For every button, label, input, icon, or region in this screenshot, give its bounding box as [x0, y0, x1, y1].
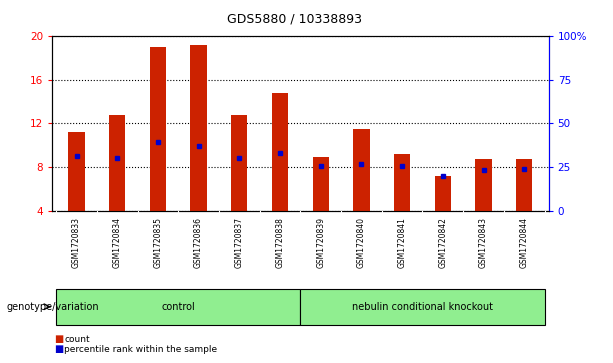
Bar	[475, 159, 492, 211]
Bar	[150, 47, 166, 211]
Text: GDS5880 / 10338893: GDS5880 / 10338893	[227, 13, 362, 26]
Text: ■: ■	[54, 344, 63, 354]
Bar	[231, 115, 248, 211]
Text: GSM1720840: GSM1720840	[357, 217, 366, 268]
Text: control: control	[161, 302, 195, 312]
Text: count: count	[64, 335, 90, 344]
Text: GSM1720841: GSM1720841	[398, 217, 406, 268]
Bar	[313, 157, 329, 211]
Text: nebulin conditional knockout: nebulin conditional knockout	[352, 302, 493, 312]
Text: GSM1720834: GSM1720834	[113, 217, 122, 268]
Bar	[516, 159, 532, 211]
Text: ■: ■	[54, 334, 63, 344]
Bar	[272, 93, 288, 211]
Bar	[300, 289, 544, 325]
Text: GSM1720833: GSM1720833	[72, 217, 81, 268]
Text: percentile rank within the sample: percentile rank within the sample	[64, 345, 218, 354]
Text: GSM1720837: GSM1720837	[235, 217, 244, 268]
Text: GSM1720836: GSM1720836	[194, 217, 203, 268]
Text: GSM1720835: GSM1720835	[153, 217, 162, 268]
Bar	[435, 176, 451, 211]
Text: GSM1720844: GSM1720844	[520, 217, 529, 268]
Text: GSM1720839: GSM1720839	[316, 217, 326, 268]
Bar	[69, 132, 85, 211]
Bar	[191, 45, 207, 211]
Bar	[394, 154, 410, 211]
Text: GSM1720842: GSM1720842	[438, 217, 447, 268]
Bar	[56, 289, 300, 325]
Text: GSM1720838: GSM1720838	[275, 217, 284, 268]
Text: genotype/variation: genotype/variation	[6, 302, 99, 312]
Bar	[109, 115, 126, 211]
Bar	[353, 129, 370, 211]
Text: GSM1720843: GSM1720843	[479, 217, 488, 268]
